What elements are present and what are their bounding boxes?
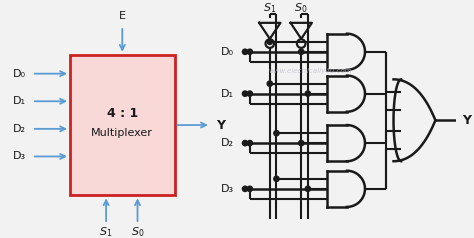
- Text: D₂: D₂: [13, 124, 26, 134]
- Circle shape: [299, 140, 304, 146]
- Circle shape: [305, 91, 310, 96]
- Text: D₃: D₃: [220, 184, 234, 194]
- Circle shape: [267, 81, 273, 86]
- Text: D₃: D₃: [13, 151, 26, 161]
- Circle shape: [242, 91, 248, 96]
- Text: D₁: D₁: [13, 96, 26, 106]
- Circle shape: [247, 140, 253, 146]
- Circle shape: [247, 49, 253, 55]
- Circle shape: [242, 49, 248, 55]
- Text: Multiplexer: Multiplexer: [91, 128, 153, 138]
- Text: www.electrically4u.com: www.electrically4u.com: [268, 68, 352, 74]
- Text: D₀: D₀: [13, 69, 26, 79]
- Circle shape: [247, 186, 253, 192]
- Text: 4 : 1: 4 : 1: [107, 107, 138, 120]
- Circle shape: [305, 186, 310, 192]
- Circle shape: [274, 176, 279, 182]
- Circle shape: [242, 186, 248, 192]
- Text: $S_1$: $S_1$: [100, 225, 113, 238]
- Circle shape: [242, 140, 248, 146]
- Text: D₀: D₀: [220, 47, 234, 57]
- FancyBboxPatch shape: [70, 55, 174, 195]
- Text: E: E: [119, 11, 126, 21]
- Circle shape: [267, 39, 273, 45]
- Text: Y: Y: [217, 119, 226, 132]
- Text: $S_1$: $S_1$: [263, 1, 276, 15]
- Circle shape: [247, 91, 253, 96]
- Text: $S_0$: $S_0$: [131, 225, 144, 238]
- Circle shape: [299, 49, 304, 55]
- Circle shape: [274, 130, 279, 136]
- Text: D₂: D₂: [220, 138, 234, 148]
- Text: Y: Y: [462, 114, 471, 127]
- Text: $S_0$: $S_0$: [294, 1, 308, 15]
- Text: D₁: D₁: [220, 89, 234, 99]
